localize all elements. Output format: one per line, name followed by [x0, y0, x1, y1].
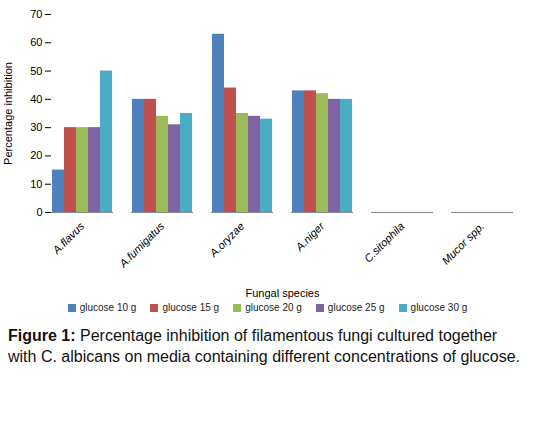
html-text:glucose 20 g: glucose 20 g: [245, 302, 302, 313]
svg-text:A.niger: A.niger: [293, 219, 328, 254]
svg-text:C.sitophila: C.sitophila: [362, 220, 407, 265]
svg-text:A.flavus: A.flavus: [50, 219, 87, 256]
html-text:glucose 25 g: glucose 25 g: [327, 302, 385, 313]
svg-text:70: 70: [30, 8, 42, 20]
html-text:glucose 15 g: glucose 15 g: [162, 302, 220, 313]
svg-text:30: 30: [30, 121, 42, 133]
svg-text:10: 10: [30, 178, 42, 190]
html-text:Figure 1: Percentage inhibitio: Figure 1: Percentage inhibition of filam…: [8, 327, 520, 365]
svg-text:A.oryzae: A.oryzae: [207, 220, 247, 260]
svg-text:A.fumigatus: A.fumigatus: [116, 219, 167, 270]
svg-text:Fungal species: Fungal species: [246, 287, 320, 299]
svg-text:60: 60: [30, 36, 42, 48]
svg-text:40: 40: [30, 93, 42, 105]
svg-text:50: 50: [30, 65, 42, 77]
svg-text:Percentage inhibition: Percentage inhibition: [2, 62, 14, 165]
svg-text:20: 20: [30, 149, 42, 161]
svg-text:0: 0: [36, 206, 42, 218]
html-text:glucose 10 g: glucose 10 g: [79, 302, 137, 313]
html-text:glucose 30 g: glucose 30 g: [410, 302, 468, 313]
svg-text:Mucor spp.: Mucor spp.: [439, 220, 486, 267]
